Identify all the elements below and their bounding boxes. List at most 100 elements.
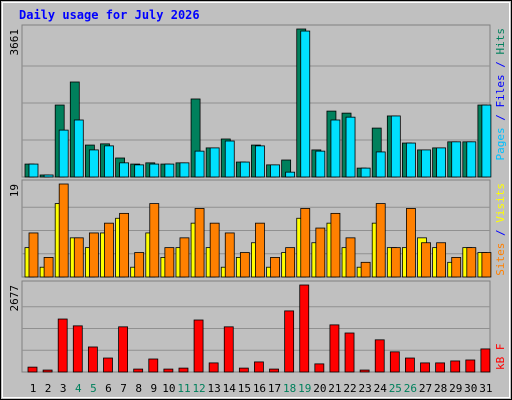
bar	[118, 326, 128, 373]
x-tick-label: 1	[30, 382, 37, 395]
x-tick-label: 8	[135, 382, 142, 395]
bar	[390, 247, 401, 278]
bar	[315, 150, 326, 178]
x-tick-label: 7	[120, 382, 127, 395]
bar	[360, 261, 371, 278]
bar	[465, 359, 476, 373]
x-tick-label: 26	[404, 382, 417, 395]
x-tick-label: 30	[464, 382, 477, 395]
x-tick-label: 17	[268, 382, 281, 395]
bar	[58, 129, 69, 178]
bar	[270, 164, 280, 178]
right-axis-label-part: kB F	[494, 344, 507, 371]
bar	[87, 346, 98, 373]
bar	[330, 212, 341, 278]
right-axis-label-part: Pages	[494, 127, 507, 160]
right-axis-label: Sites / Visits	[494, 183, 507, 276]
bar	[450, 360, 461, 373]
bar	[193, 319, 204, 373]
bar	[345, 116, 356, 178]
bar	[238, 367, 249, 373]
bar	[299, 284, 310, 373]
bar	[480, 348, 491, 373]
x-tick-label: 3	[60, 382, 67, 395]
right-axis-label-part: /	[494, 55, 507, 75]
bar	[73, 237, 84, 278]
bar	[179, 162, 190, 178]
bar	[88, 232, 99, 278]
bar	[208, 362, 219, 373]
bar	[119, 212, 129, 278]
bar	[285, 171, 296, 178]
bar	[466, 247, 477, 278]
bar	[389, 351, 400, 373]
x-tick-label: 24	[374, 382, 388, 395]
bar	[451, 141, 462, 178]
bar	[149, 163, 160, 178]
bar	[375, 203, 386, 278]
bar	[481, 104, 492, 178]
right-axis-label: Pages / Files / Hits	[494, 28, 507, 161]
bar	[72, 325, 83, 373]
bar	[239, 252, 250, 278]
bar	[209, 147, 220, 178]
bar	[149, 203, 160, 278]
bar	[270, 257, 280, 278]
panel	[21, 280, 491, 373]
bar	[239, 161, 250, 178]
bar	[27, 366, 38, 373]
x-tick-label: 20	[313, 382, 326, 395]
x-tick-label: 29	[449, 382, 462, 395]
bar	[255, 145, 265, 178]
bar	[466, 141, 477, 178]
bar	[344, 332, 355, 373]
x-tick-label: 23	[359, 382, 372, 395]
bar	[28, 232, 39, 278]
x-tick-label: 13	[208, 382, 221, 395]
bar	[300, 30, 311, 178]
bar	[406, 208, 416, 278]
right-axis-label-part: /	[494, 223, 507, 243]
bar	[148, 358, 159, 373]
bar	[284, 310, 295, 373]
x-tick-label: 9	[150, 382, 157, 395]
right-axis-label: kB F	[494, 344, 507, 371]
x-tick-label: 11	[177, 382, 190, 395]
x-tick-label: 31	[479, 382, 492, 395]
bar	[285, 247, 296, 278]
x-tick-label: 15	[238, 382, 251, 395]
bar	[421, 242, 431, 278]
x-tick-label: 12	[192, 382, 205, 395]
bar	[58, 183, 69, 278]
bar	[134, 164, 145, 178]
bar	[119, 162, 129, 178]
right-axis-label-part: Files	[494, 74, 507, 107]
bar	[163, 368, 174, 373]
x-tick-label: 28	[434, 382, 447, 395]
bar	[436, 147, 447, 178]
bar	[390, 115, 401, 178]
bar	[405, 357, 415, 373]
bar	[435, 362, 446, 373]
right-axis-label-part: /	[494, 108, 507, 128]
bar	[179, 237, 190, 278]
x-tick-label: 16	[253, 382, 266, 395]
bar	[329, 324, 340, 373]
bar	[451, 257, 462, 278]
x-tick-label: 25	[389, 382, 402, 395]
bar	[57, 318, 68, 373]
x-tick-label: 2	[45, 382, 52, 395]
x-tick-label: 21	[328, 382, 341, 395]
bar	[73, 119, 84, 178]
x-tick-label: 14	[223, 382, 237, 395]
x-tick-label: 27	[419, 382, 432, 395]
bar	[224, 140, 235, 178]
bar	[103, 357, 113, 373]
x-tick-label: 4	[75, 382, 82, 395]
x-tick-label: 5	[90, 382, 97, 395]
bar	[269, 368, 279, 373]
bar	[315, 227, 326, 278]
bar	[223, 326, 234, 373]
